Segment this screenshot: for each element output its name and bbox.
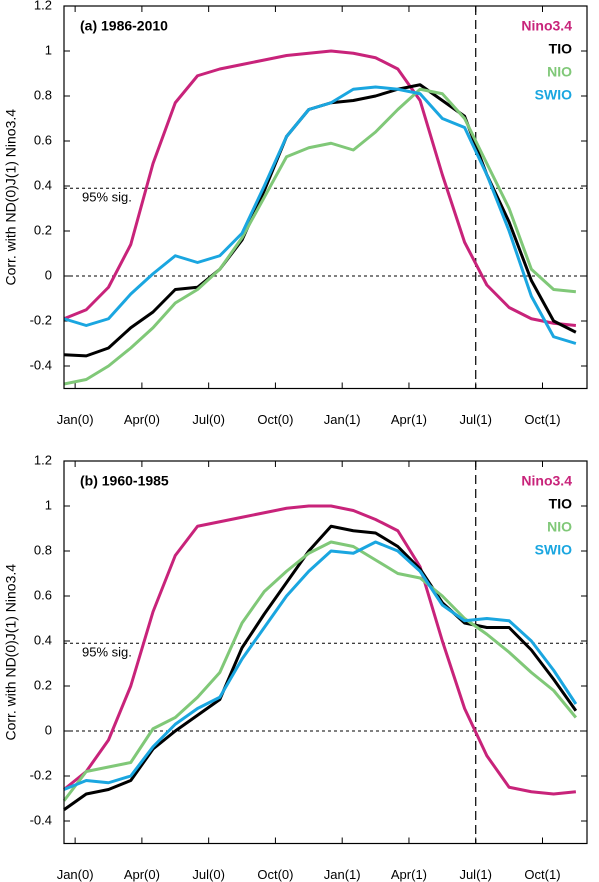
y-tick-label: 0 — [45, 267, 52, 282]
x-tick-label: Oct(0) — [257, 867, 293, 882]
y-tick-label: 1.2 — [34, 452, 52, 467]
x-tick-label: Apr(0) — [124, 867, 160, 882]
series-line — [62, 540, 578, 802]
y-tick-label: 0.6 — [34, 587, 52, 602]
y-axis-label: Corr. with ND(0)J(1) Nino3.4 — [3, 564, 19, 741]
plot-frame — [63, 460, 588, 845]
series-line — [63, 524, 578, 811]
x-tick-label: Oct(1) — [524, 412, 560, 427]
legend-entry: Nino3.4 — [521, 473, 572, 489]
x-tick-label: Jul(1) — [459, 867, 492, 882]
y-tick-label: 0.4 — [34, 632, 52, 647]
x-tick-label: Jul(0) — [192, 867, 225, 882]
panel-title: (a) 1986-2010 — [80, 18, 168, 34]
legend-entry: NIO — [547, 64, 572, 80]
x-tick-label: Jul(1) — [459, 412, 492, 427]
series-line — [63, 83, 577, 358]
x-tick-label: Oct(0) — [257, 412, 293, 427]
y-tick-label: 0.2 — [34, 677, 52, 692]
y-tick-label: 1.2 — [34, 0, 52, 12]
y-tick-label: -0.2 — [30, 312, 52, 327]
x-tick-label: Jan(0) — [57, 412, 94, 427]
legend-entry: TIO — [549, 496, 572, 512]
y-tick-label: 0.2 — [34, 222, 52, 237]
legend-entry: SWIO — [535, 542, 572, 558]
x-tick-label: Apr(1) — [391, 867, 427, 882]
y-tick-label: 0.8 — [34, 87, 52, 102]
series-line — [63, 540, 578, 791]
plot-frame — [63, 5, 588, 390]
x-tick-label: Jan(0) — [57, 867, 94, 882]
panel: -0.4 -0.2 0 0.2 0.4 0.6 0.8 1 1.2 Jan(0) Apr(0) Jul… — [3, 452, 588, 882]
legend-entry: SWIO — [535, 87, 572, 103]
y-tick-label: 0.8 — [34, 542, 52, 557]
annotation: 95% sig. — [82, 190, 132, 205]
x-tick-label: Apr(1) — [391, 412, 427, 427]
y-tick-label: 0.4 — [34, 177, 52, 192]
y-tick-label: 1 — [45, 42, 52, 57]
y-tick-label: 1 — [45, 497, 52, 512]
panel-title: (b) 1960-1985 — [80, 473, 169, 489]
y-tick-label: 0.6 — [34, 132, 52, 147]
y-tick-label: 0 — [45, 722, 52, 737]
y-tick-label: -0.2 — [30, 767, 52, 782]
x-tick-label: Apr(0) — [124, 412, 160, 427]
y-tick-label: -0.4 — [30, 812, 52, 827]
annotation: 95% sig. — [82, 645, 132, 660]
y-axis-label: Corr. with ND(0)J(1) Nino3.4 — [3, 109, 19, 286]
panel: -0.4 -0.2 0 0.2 0.4 0.6 0.8 1 1.2 Jan(0) Apr(0) Jul… — [3, 0, 588, 427]
y-tick-label: -0.4 — [30, 357, 52, 372]
x-tick-label: Jul(0) — [192, 412, 225, 427]
series-line — [63, 85, 577, 345]
legend-entry: TIO — [549, 41, 572, 57]
x-tick-label: Jan(1) — [324, 867, 361, 882]
series-line — [63, 87, 577, 386]
x-tick-label: Oct(1) — [524, 867, 560, 882]
series-line — [63, 504, 577, 796]
x-tick-label: Jan(1) — [324, 412, 361, 427]
legend-entry: NIO — [547, 519, 572, 535]
series-line — [63, 49, 577, 327]
legend-entry: Nino3.4 — [521, 18, 572, 34]
